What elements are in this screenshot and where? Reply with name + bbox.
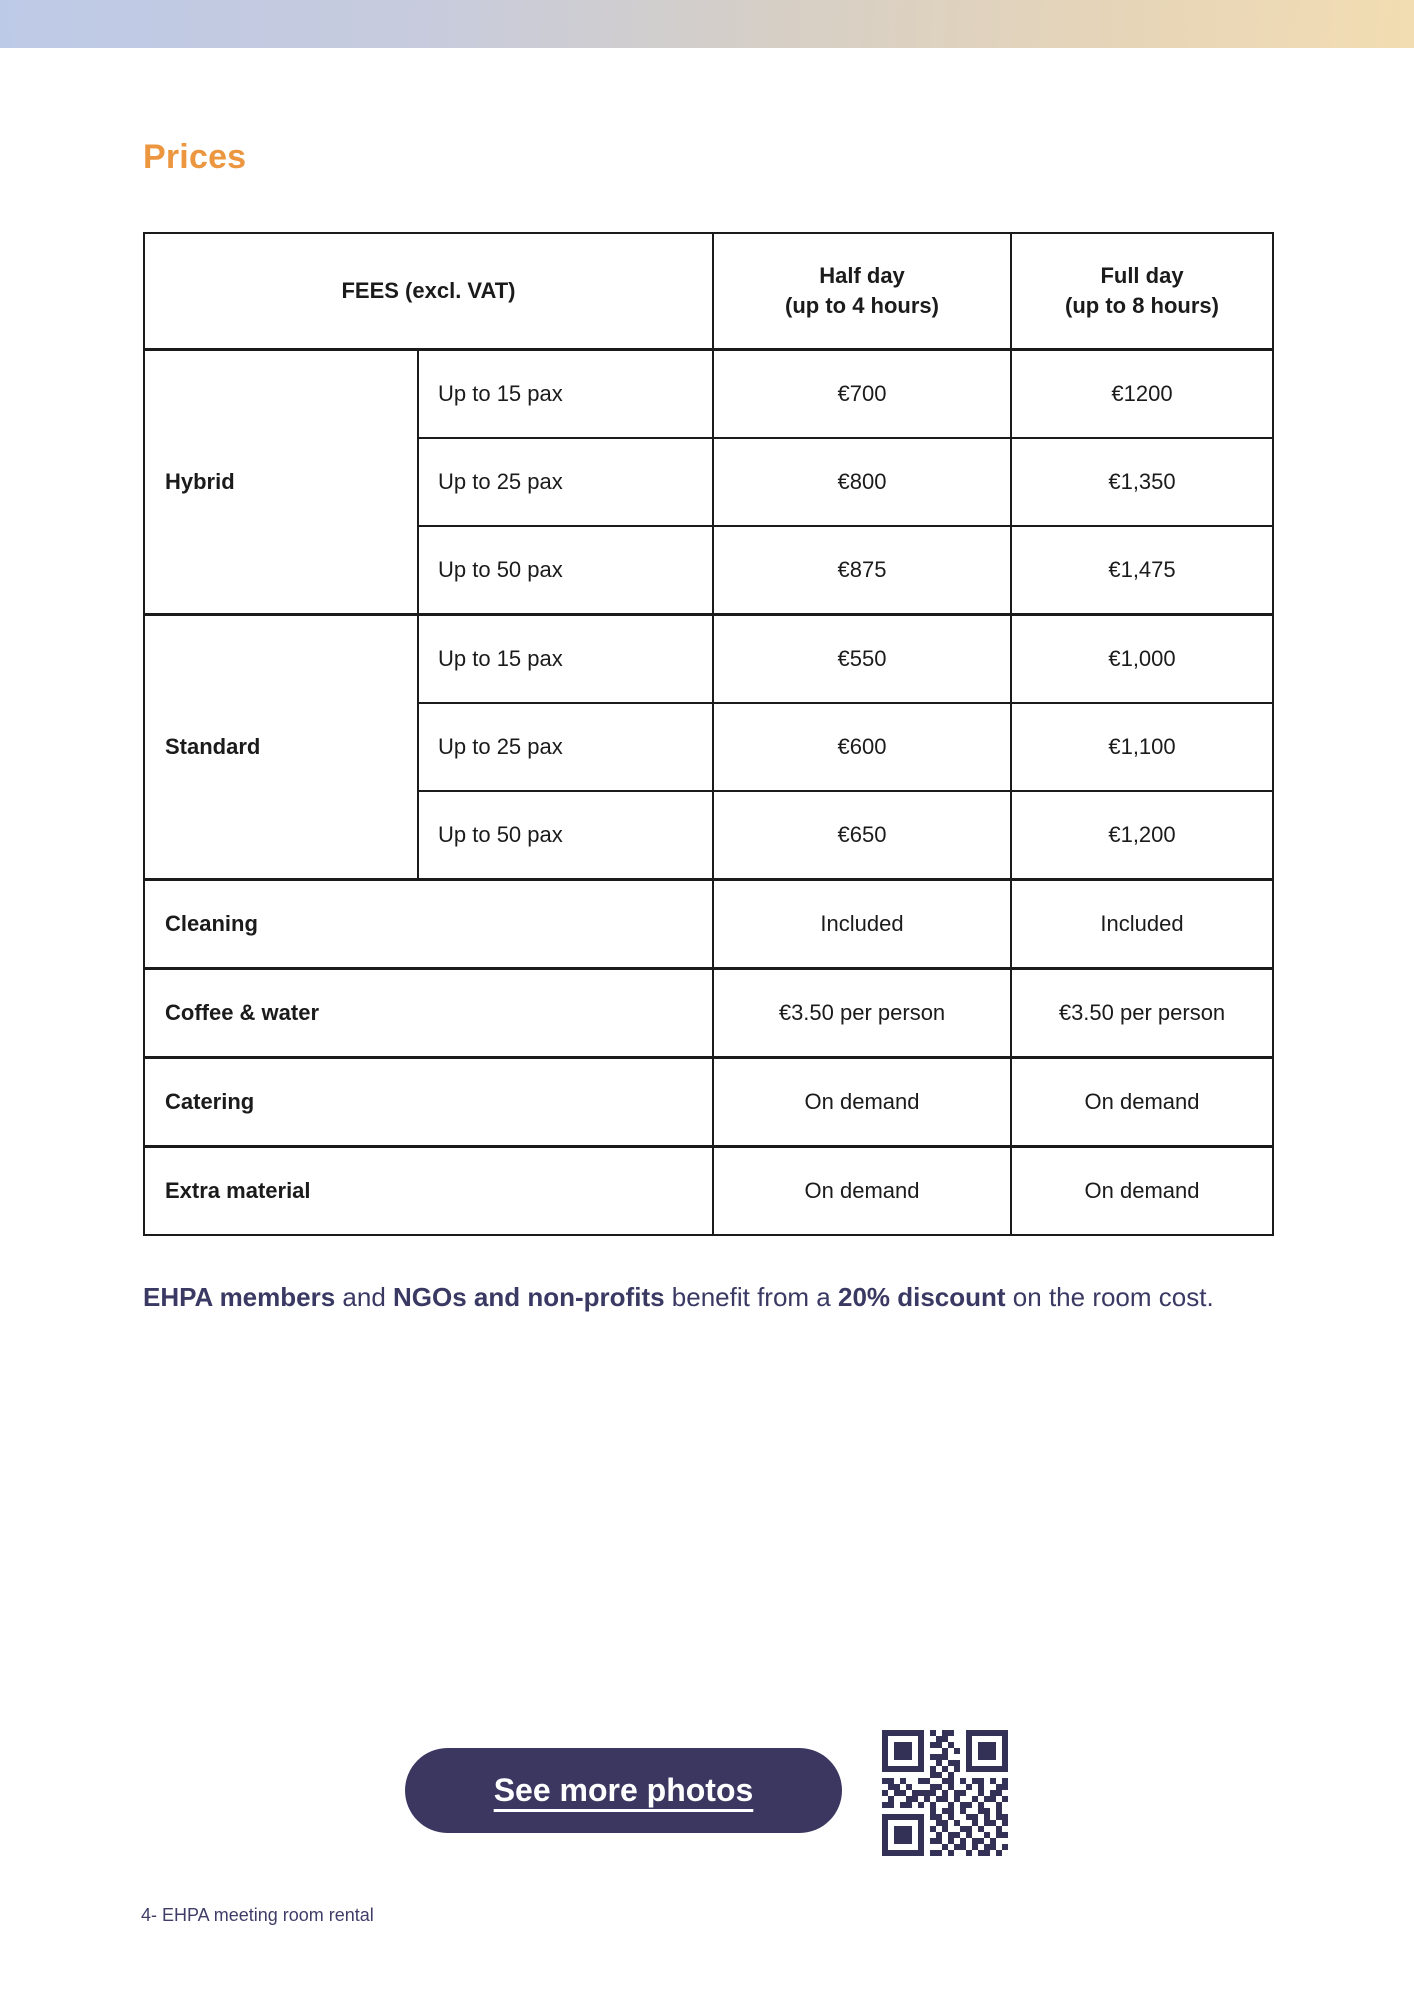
group-label-cell-hybrid: Hybrid: [143, 348, 419, 616]
pax-label-cell: Up to 50 pax: [417, 525, 714, 616]
table-row-standard-50: Up to 50 pax €650 €1,200: [144, 790, 1274, 881]
discount-note: EHPA members and NGOs and non-profits be…: [143, 1276, 1283, 1318]
full-day-price-cell: €1,200: [1010, 790, 1274, 881]
full-day-price-cell: €1200: [1010, 348, 1274, 439]
table-row-catering: Catering On demand On demand: [143, 1056, 1274, 1148]
table-header-row: FEES (excl. VAT) Half day (up to 4 hours…: [143, 232, 1274, 351]
table-row-extra-material: Extra material On demand On demand: [143, 1145, 1274, 1236]
pax-label-cell: Up to 15 pax: [417, 613, 714, 704]
half-day-price-cell: €3.50 per person: [712, 967, 1012, 1059]
half-day-price-cell: €700: [712, 348, 1012, 439]
full-day-price-cell: €3.50 per person: [1010, 967, 1274, 1059]
full-day-header-line2: (up to 8 hours): [1065, 293, 1219, 318]
table-row-coffee-water: Coffee & water €3.50 per person €3.50 pe…: [143, 967, 1274, 1059]
prices-table: FEES (excl. VAT) Half day (up to 4 hours…: [143, 232, 1274, 1236]
qr-code: [882, 1730, 1008, 1856]
see-more-photos-button[interactable]: See more photos: [405, 1748, 842, 1833]
pax-label-cell: Up to 50 pax: [417, 790, 714, 881]
full-day-price-cell: On demand: [1010, 1145, 1274, 1236]
group-label-cell-standard: Standard: [143, 613, 419, 881]
table-row-hybrid-25: Up to 25 pax €800 €1,350: [144, 437, 1274, 527]
full-day-price-cell: Included: [1010, 878, 1274, 970]
half-day-price-cell: €600: [712, 702, 1012, 792]
full-day-price-cell: On demand: [1010, 1056, 1274, 1148]
half-day-price-cell: €800: [712, 437, 1012, 527]
full-day-price-cell: €1,100: [1010, 702, 1274, 792]
half-day-header-line2: (up to 4 hours): [785, 293, 939, 318]
note-segment: 20% discount: [837, 1282, 1006, 1312]
full-day-price-cell: €1,475: [1010, 525, 1274, 616]
note-segment: EHPA members: [143, 1282, 336, 1312]
pax-label-cell: Up to 15 pax: [417, 348, 714, 439]
note-segment: NGOs and non-profits: [393, 1282, 665, 1312]
row-label-cell: Extra material: [143, 1145, 714, 1236]
note-segment: on the room cost.: [1005, 1282, 1214, 1312]
half-day-header-line1: Half day: [819, 263, 905, 288]
row-label-cell: Coffee & water: [143, 967, 714, 1059]
half-day-header-cell: Half day (up to 4 hours): [712, 232, 1012, 351]
table-row-hybrid-50: Up to 50 pax €875 €1,475: [144, 525, 1274, 616]
header-gradient-bar: [0, 0, 1414, 48]
pax-label-cell: Up to 25 pax: [417, 702, 714, 792]
table-row-cleaning: Cleaning Included Included: [143, 878, 1274, 970]
half-day-price-cell: €875: [712, 525, 1012, 616]
table-row-standard-25: Up to 25 pax €600 €1,100: [144, 702, 1274, 792]
half-day-price-cell: Included: [712, 878, 1012, 970]
full-day-header-line1: Full day: [1100, 263, 1184, 288]
row-label-cell: Cleaning: [143, 878, 714, 970]
half-day-price-cell: On demand: [712, 1145, 1012, 1236]
half-day-price-cell: €550: [712, 613, 1012, 704]
table-row-standard-15: Standard Up to 15 pax €550 €1,000: [143, 613, 1274, 881]
half-day-price-cell: On demand: [712, 1056, 1012, 1148]
full-day-price-cell: €1,000: [1010, 613, 1274, 704]
table-row-hybrid-15: Hybrid Up to 15 pax €700 €1200: [143, 348, 1274, 616]
half-day-price-cell: €650: [712, 790, 1012, 881]
row-label-cell: Catering: [143, 1056, 714, 1148]
full-day-price-cell: €1,350: [1010, 437, 1274, 527]
page-title: Prices: [143, 138, 247, 176]
full-day-header-cell: Full day (up to 8 hours): [1010, 232, 1274, 351]
fees-header-cell: FEES (excl. VAT): [143, 232, 714, 351]
page-footer: 4- EHPA meeting room rental: [141, 1905, 374, 1925]
note-segment: and: [335, 1282, 394, 1312]
note-segment: benefit from a: [664, 1282, 838, 1312]
pax-label-cell: Up to 25 pax: [417, 437, 714, 527]
